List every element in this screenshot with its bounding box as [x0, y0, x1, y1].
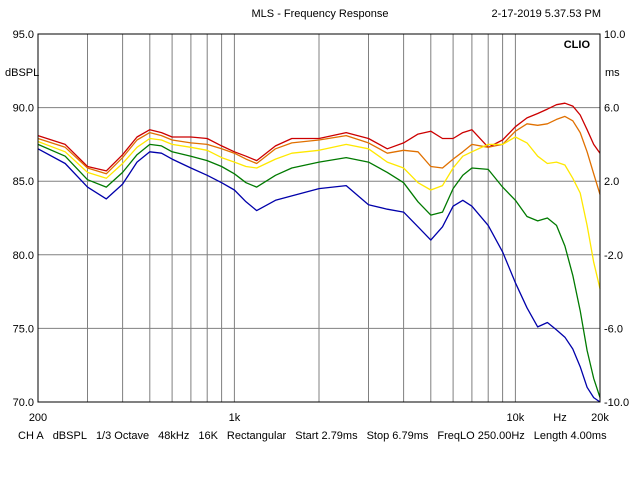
x-tick-label: 20k [591, 412, 609, 424]
series-group [37, 102, 601, 403]
y-tick-labels: 95.0 90.0 85.0 80.0 75.0 70.0 [13, 29, 34, 409]
series-line-orange [37, 115, 601, 195]
y-tick-label: 80.0 [13, 250, 34, 262]
y2-tick-labels: 10.0 6.0 2.0 -2.0 -6.0 -10.0 [604, 29, 629, 409]
y-tick-label: 85.0 [13, 176, 34, 188]
clio-logo: CLIO [564, 39, 591, 51]
measurement-setting: dBSPL [52, 430, 87, 442]
chart-title: MLS - Frequency Response [252, 8, 389, 20]
x-tick-label: 10k [507, 412, 525, 424]
series-line-blue [37, 148, 601, 403]
measurement-setting: 48kHz [158, 430, 190, 442]
y2-tick-label: -6.0 [604, 323, 623, 335]
y2-tick-label: 10.0 [604, 29, 625, 41]
x-tick-labels: 200 1k 10k 20k [29, 412, 610, 424]
y-axis-label: dBSPL [5, 67, 39, 79]
measurement-setting: Start 2.79ms [295, 430, 358, 442]
measurement-setting: Length 4.00ms [533, 430, 607, 442]
x-unit-label: Hz [553, 412, 566, 424]
measurement-info-bar: CH A dBSPL 1/3 Octave 48kHz 16K Rectangular St… [18, 430, 618, 442]
y2-tick-label: 6.0 [604, 103, 619, 115]
series-line-red [37, 102, 601, 172]
y2-tick-label: 2.0 [604, 176, 619, 188]
x-tick-label: 1k [229, 412, 241, 424]
measurement-setting: Stop 6.79ms [366, 430, 429, 442]
y-tick-label: 90.0 [13, 103, 34, 115]
y2-tick-label: -10.0 [604, 397, 629, 409]
measurement-setting: FreqLO 250.00Hz [437, 430, 525, 442]
frequency-response-chart: MLS - Frequency Response 2-17-2019 5.37.… [5, 8, 629, 424]
y-tick-label: 70.0 [13, 397, 34, 409]
y2-tick-label: -2.0 [604, 250, 623, 262]
grid [38, 33, 600, 403]
measurement-setting: CH A [18, 430, 44, 442]
timestamp: 2-17-2019 5.37.53 PM [492, 8, 601, 20]
plot-frame [37, 33, 601, 403]
series-line-yellow [37, 136, 601, 289]
y-tick-label: 95.0 [13, 29, 34, 41]
y2-axis-label: ms [605, 67, 620, 79]
measurement-setting: Rectangular [226, 430, 287, 442]
measurement-setting: 16K [198, 430, 218, 442]
y-tick-label: 75.0 [13, 323, 34, 335]
measurement-setting: 1/3 Octave [95, 430, 150, 442]
series-line-green [37, 143, 601, 398]
x-tick-label: 200 [29, 412, 47, 424]
